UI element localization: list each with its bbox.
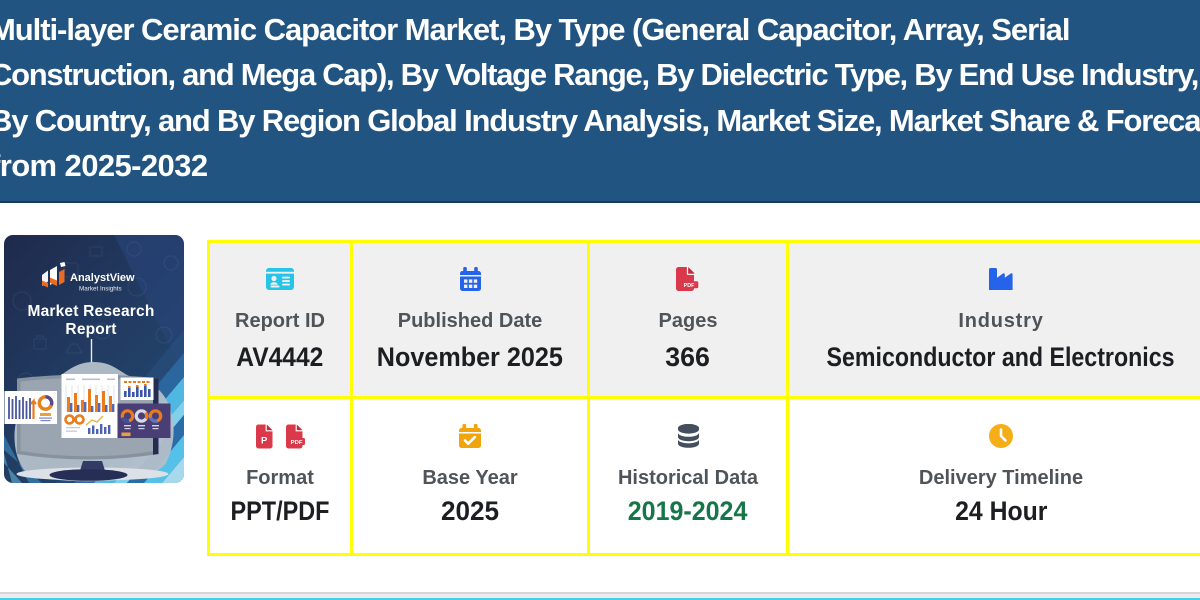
svg-text:Market Research: Market Research — [27, 303, 154, 320]
svg-text:P: P — [261, 435, 268, 446]
svg-text:Report: Report — [65, 321, 116, 338]
svg-text:AnalystView: AnalystView — [70, 272, 135, 284]
svg-text:Market Insights: Market Insights — [79, 286, 122, 293]
svg-text:PDF: PDF — [290, 439, 302, 445]
svg-text:PDF: PDF — [684, 283, 695, 289]
